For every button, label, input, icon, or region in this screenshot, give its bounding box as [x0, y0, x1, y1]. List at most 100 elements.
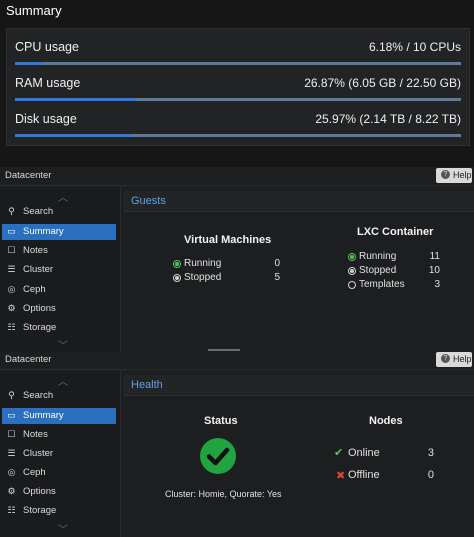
nav-item-label: Storage [23, 322, 57, 333]
lxc-templates-label: Templates [359, 279, 405, 290]
nodes-offline-label: Offline [348, 469, 380, 481]
nav-item-ceph[interactable]: ◎ Ceph [2, 282, 116, 298]
nav-item-label: Summary [23, 410, 64, 421]
help-label: Help [453, 170, 472, 180]
ceph-icon: ◎ [7, 467, 16, 477]
server-icon: ☰ [7, 448, 16, 458]
datacenter-panel-guests: Datacenter ? Help ︿ ⚲ Search ▭ Summary ☐ Not… [0, 167, 474, 351]
nav-item-storage[interactable]: ☷ Storage [2, 503, 116, 519]
vm-running-count: 0 [274, 258, 280, 269]
running-status-icon [348, 253, 356, 261]
panel-title: Datacenter [5, 170, 52, 181]
cpu-usage-label: CPU usage [15, 40, 79, 54]
vm-stopped-count: 5 [274, 272, 280, 283]
ram-usage-value: 26.87% (6.05 GB / 22.50 GB) [304, 76, 461, 90]
ram-usage-fill [15, 98, 135, 101]
help-icon: ? [441, 170, 450, 179]
offline-cross-icon: ✖ [336, 470, 346, 482]
disk-usage-bar [15, 134, 461, 137]
database-icon: ☷ [7, 505, 16, 515]
vm-title: Virtual Machines [184, 234, 272, 246]
nav-item-label: Storage [23, 505, 57, 516]
stopped-status-icon [348, 267, 356, 275]
cluster-quorum-text: Cluster: Homie, Quorate: Yes [165, 489, 282, 499]
running-status-icon [173, 260, 181, 268]
panel-title: Datacenter [5, 354, 52, 365]
nav-item-label: Notes [23, 245, 48, 256]
help-button[interactable]: ? Help [436, 168, 472, 183]
nav-item-options[interactable]: ⚙ Options [2, 301, 116, 317]
nav-item-ceph[interactable]: ◎ Ceph [2, 465, 116, 481]
notes-icon: ☐ [7, 429, 16, 439]
guests-section-header: Guests [124, 191, 474, 212]
nav-item-cluster[interactable]: ☰ Cluster [2, 262, 116, 278]
ceph-icon: ◎ [7, 284, 16, 294]
section-title: Guests [131, 195, 166, 207]
nav-item-notes[interactable]: ☐ Notes [2, 427, 116, 443]
nav-scroll-up-icon[interactable]: ︿ [58, 377, 68, 388]
help-label: Help [453, 354, 472, 364]
lxc-title: LXC Container [357, 226, 434, 238]
help-icon: ? [441, 354, 450, 363]
nav-scroll-down-icon[interactable]: ﹀ [58, 341, 68, 351]
nav-item-label: Cluster [23, 264, 54, 275]
ram-usage-label: RAM usage [15, 76, 81, 90]
nav-item-label: Cluster [23, 448, 54, 459]
disk-usage-fill [15, 134, 131, 137]
stopped-status-icon [173, 274, 181, 282]
usage-card: CPU usage 6.18% / 10 CPUs RAM usage 26.8… [6, 28, 470, 146]
nav-item-storage[interactable]: ☷ Storage [2, 320, 116, 336]
nav-scroll-up-icon[interactable]: ︿ [58, 193, 68, 204]
nodes-online-count: 3 [427, 447, 434, 459]
nav-item-summary[interactable]: ▭ Summary [2, 224, 116, 240]
nav-item-options[interactable]: ⚙ Options [2, 484, 116, 500]
datacenter-nav: ︿ ⚲ Search ▭ Summary ☐ Notes ☰ Cluster ◎ Ceph… [0, 187, 121, 351]
nodes-title: Nodes [369, 415, 403, 427]
help-button[interactable]: ? Help [436, 352, 472, 367]
nav-item-label: Options [23, 303, 56, 314]
ram-usage-row: RAM usage 26.87% (6.05 GB / 22.50 GB) [15, 71, 461, 101]
nav-item-search[interactable]: ⚲ Search [2, 388, 116, 404]
nav-item-notes[interactable]: ☐ Notes [2, 243, 116, 259]
section-title: Health [131, 379, 163, 391]
lxc-running-count: 11 [429, 251, 440, 262]
nav-item-label: Summary [23, 226, 64, 237]
online-check-icon: ✔ [334, 447, 344, 459]
nav-item-summary[interactable]: ▭ Summary [2, 408, 116, 424]
nodes-offline-count: 0 [427, 469, 434, 481]
nav-item-search[interactable]: ⚲ Search [2, 204, 116, 220]
vm-stopped-label: Stopped [184, 272, 222, 283]
nav-scroll-down-icon[interactable]: ﹀ [58, 525, 68, 536]
lxc-templates-count: 3 [434, 279, 440, 290]
nav-item-label: Search [23, 390, 54, 401]
cpu-usage-row: CPU usage 6.18% / 10 CPUs [15, 35, 461, 65]
health-section-header: Health [124, 375, 474, 396]
template-status-icon [348, 281, 356, 289]
search-icon: ⚲ [8, 206, 15, 216]
disk-usage-row: Disk usage 25.97% (2.14 TB / 8.22 TB) [15, 107, 461, 137]
disk-usage-label: Disk usage [15, 112, 77, 126]
gear-icon: ⚙ [7, 486, 16, 496]
lxc-stopped-count: 10 [428, 265, 440, 276]
datacenter-nav: ︿ ⚲ Search ▭ Summary ☐ Notes ☰ Cluster ◎ Ceph… [0, 371, 121, 537]
nav-item-label: Options [23, 486, 56, 497]
nav-item-cluster[interactable]: ☰ Cluster [2, 446, 116, 462]
disk-usage-value: 25.97% (2.14 TB / 8.22 TB) [315, 112, 461, 126]
cpu-usage-value: 6.18% / 10 CPUs [368, 40, 461, 54]
horizontal-scrollbar[interactable] [208, 349, 240, 351]
lxc-stopped-label: Stopped [359, 265, 397, 276]
panel-header: Datacenter ? Help [0, 167, 474, 186]
nodes-online-label: Online [348, 447, 380, 459]
book-icon: ▭ [7, 226, 16, 236]
database-icon: ☷ [7, 322, 16, 332]
lxc-running-label: Running [359, 251, 397, 262]
ram-usage-bar [15, 98, 461, 101]
server-icon: ☰ [7, 264, 16, 274]
datacenter-panel-health: Datacenter ? Help ︿ ⚲ Search ▭ Summary ☐ Not… [0, 351, 474, 537]
nav-item-label: Notes [23, 429, 48, 440]
cpu-usage-fill [15, 62, 43, 65]
nav-item-label: Ceph [23, 467, 46, 478]
summary-title: Summary [6, 3, 62, 18]
gear-icon: ⚙ [7, 303, 16, 313]
search-icon: ⚲ [8, 390, 15, 400]
